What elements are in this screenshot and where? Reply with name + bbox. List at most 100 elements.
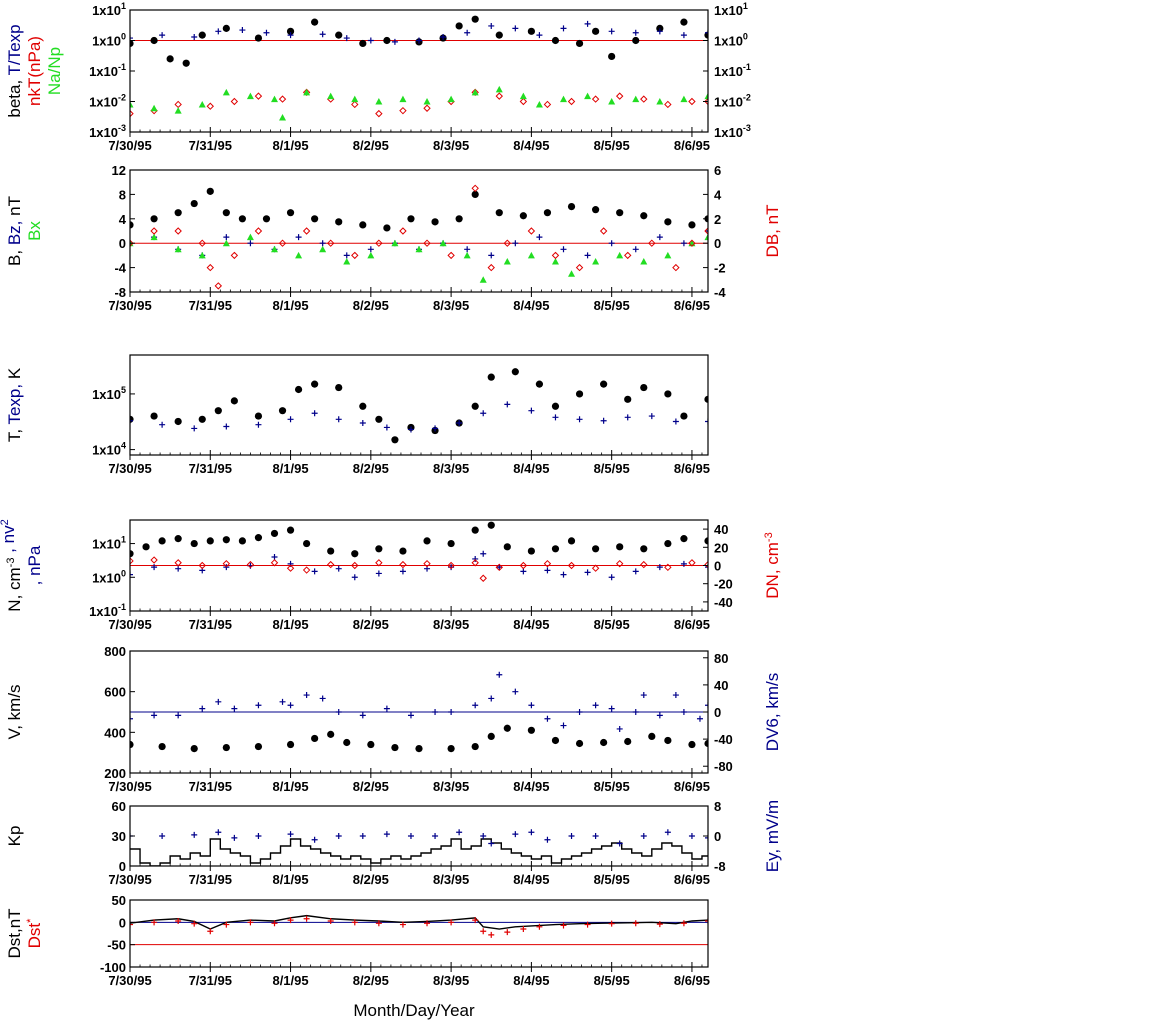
y-tick-label: 200 xyxy=(104,766,126,781)
data-point xyxy=(159,32,166,39)
data-point xyxy=(375,98,383,105)
data-point xyxy=(688,221,696,229)
data-point xyxy=(432,709,439,715)
data-point xyxy=(551,251,560,260)
y-axis-label: , nPa xyxy=(25,545,44,585)
data-point xyxy=(705,564,708,571)
data-point xyxy=(391,239,399,247)
data-point xyxy=(431,218,439,226)
data-point xyxy=(327,730,335,738)
data-point xyxy=(407,215,415,223)
data-point xyxy=(512,25,519,32)
data-point xyxy=(327,547,335,555)
data-point xyxy=(222,536,230,544)
data-point xyxy=(632,36,640,45)
data-point xyxy=(175,565,182,572)
data-point xyxy=(440,34,447,41)
data-point xyxy=(503,543,511,551)
y-tick-label-right: 1x10-1 xyxy=(714,62,751,79)
plot-frame xyxy=(129,805,709,867)
data-point xyxy=(487,732,495,741)
data-point xyxy=(592,545,600,553)
data-point xyxy=(664,251,672,259)
data-point xyxy=(471,190,479,198)
y-tick-label: 1x10-2 xyxy=(89,93,126,110)
data-point xyxy=(415,245,423,253)
data-point xyxy=(480,550,487,557)
data-point xyxy=(471,88,479,97)
data-point xyxy=(591,95,600,103)
data-point xyxy=(191,34,198,41)
y-tick-label: 600 xyxy=(104,685,126,700)
data-point xyxy=(471,402,479,410)
y-axis-label-right: Ey, mV/m xyxy=(763,800,782,872)
data-point xyxy=(680,535,688,543)
y-tick-label: 1x105 xyxy=(92,385,126,402)
data-point xyxy=(198,251,206,259)
y-axis-label-right: DV6, km/s xyxy=(763,673,782,751)
data-point xyxy=(608,574,615,581)
x-tick-label: 8/5/95 xyxy=(594,298,630,313)
x-tick-label: 8/1/95 xyxy=(272,779,308,794)
data-point xyxy=(519,92,527,100)
data-point xyxy=(584,20,591,27)
data-point xyxy=(150,227,158,235)
data-point xyxy=(231,834,238,841)
data-point xyxy=(223,423,230,430)
data-point xyxy=(383,705,390,712)
data-point xyxy=(423,104,431,112)
data-point xyxy=(640,383,648,392)
data-point xyxy=(150,215,158,223)
y-tick-label-right: 1x10-3 xyxy=(714,123,751,140)
data-point xyxy=(254,227,263,235)
data-point xyxy=(367,251,375,259)
data-point xyxy=(519,561,528,570)
x-tick-label: 8/5/95 xyxy=(594,872,630,887)
y-tick-label: 400 xyxy=(104,725,126,740)
data-point xyxy=(592,258,600,265)
data-point xyxy=(536,234,543,241)
data-point xyxy=(271,245,278,253)
data-point xyxy=(575,263,584,272)
data-point xyxy=(206,102,214,110)
data-point xyxy=(238,537,246,545)
data-point xyxy=(150,36,158,45)
y-tick-label: 60 xyxy=(112,799,126,814)
data-point xyxy=(592,833,599,839)
y-tick-label: -8 xyxy=(114,285,126,300)
y-tick-label: -100 xyxy=(100,960,126,975)
data-point xyxy=(223,234,230,241)
data-point xyxy=(704,97,708,106)
data-point xyxy=(343,258,351,265)
data-point xyxy=(632,95,640,103)
y-axis-label-right: DB, nT xyxy=(763,205,782,258)
data-point xyxy=(375,570,382,577)
y-tick-label-right: -2 xyxy=(714,261,726,276)
data-point xyxy=(640,95,648,103)
x-tick-label: 8/6/95 xyxy=(674,872,710,887)
y-tick-label: 50 xyxy=(112,893,126,908)
data-point xyxy=(624,737,632,746)
data-point xyxy=(206,263,214,272)
data-point xyxy=(584,252,591,259)
data-point xyxy=(423,559,431,568)
data-point xyxy=(130,715,133,722)
data-point xyxy=(351,95,359,103)
data-point xyxy=(575,739,584,748)
data-point xyxy=(130,221,134,229)
data-point xyxy=(640,258,648,265)
data-point xyxy=(680,412,688,420)
data-point xyxy=(287,917,294,924)
y-tick-label-right: 0 xyxy=(714,829,721,844)
data-point xyxy=(503,239,512,247)
y-tick-label: -4 xyxy=(114,261,126,276)
x-tick-label: 8/4/95 xyxy=(513,298,549,313)
data-point xyxy=(343,738,351,747)
data-point xyxy=(608,98,616,105)
data-point xyxy=(174,209,182,217)
data-point xyxy=(535,100,543,108)
data-point xyxy=(544,715,551,722)
plot-frame xyxy=(129,9,709,133)
data-point xyxy=(223,921,230,928)
